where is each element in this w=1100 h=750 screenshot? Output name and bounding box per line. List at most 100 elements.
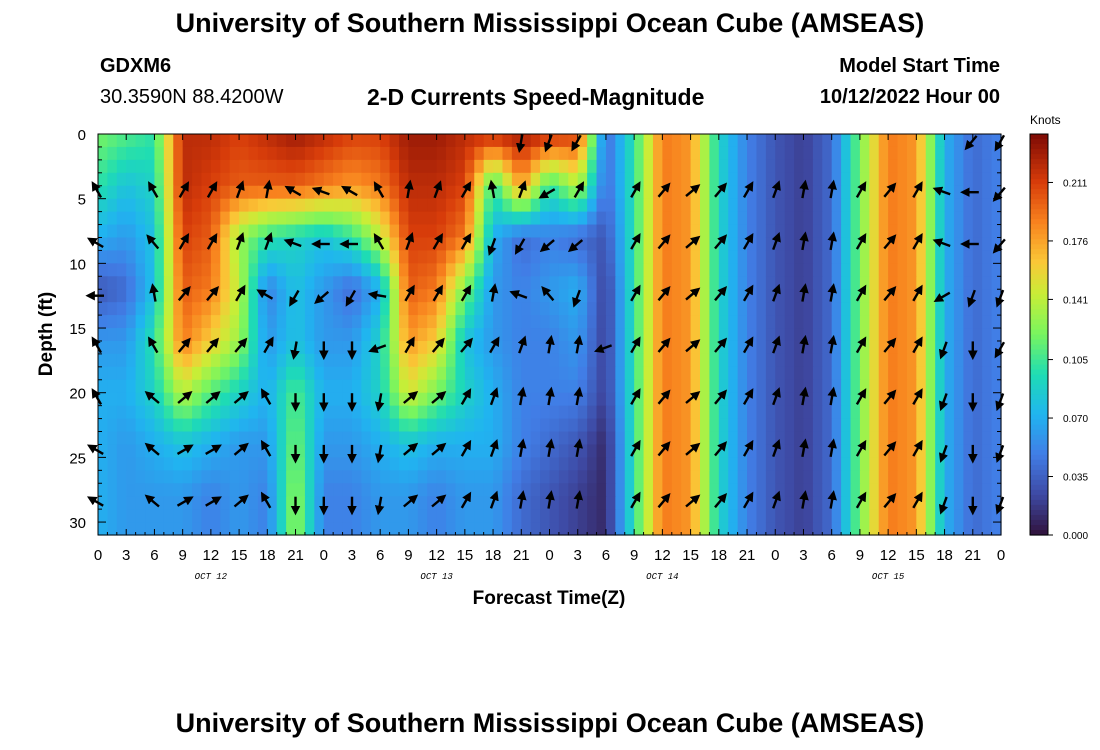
heatmap-cell <box>408 496 419 510</box>
heatmap-cell <box>991 509 1002 523</box>
heatmap-cell <box>596 159 607 174</box>
heatmap-cell <box>361 276 372 290</box>
heatmap-cell <box>126 418 137 433</box>
heatmap-cell <box>154 405 165 420</box>
heatmap-cell <box>502 172 513 187</box>
heatmap-cell <box>812 496 823 510</box>
heatmap-cell <box>417 483 428 497</box>
heatmap-cell <box>107 470 118 484</box>
heatmap-cell <box>728 483 739 497</box>
heatmap-cell <box>747 522 758 536</box>
heatmap-cell <box>953 276 964 290</box>
heatmap-cell <box>417 379 428 394</box>
heatmap-cell <box>587 224 598 239</box>
current-direction-arrow <box>630 439 641 457</box>
heatmap-cell <box>718 405 729 420</box>
heatmap-cell <box>399 353 410 368</box>
heatmap-cell <box>700 134 711 148</box>
heatmap-cell <box>916 366 927 381</box>
current-direction-arrow <box>489 490 499 509</box>
x-tick-label: 9 <box>404 547 412 564</box>
heatmap-cell <box>126 302 137 316</box>
heatmap-cell <box>794 134 805 148</box>
heatmap-cell <box>276 276 287 290</box>
heatmap-cell <box>925 509 936 523</box>
heatmap-cell <box>709 470 720 484</box>
heatmap-cell <box>822 276 833 290</box>
heatmap-cell <box>257 457 268 471</box>
heatmap-cell <box>916 496 927 510</box>
heatmap-cell <box>784 250 795 264</box>
heatmap-cell <box>605 392 616 407</box>
heatmap-cell <box>850 263 861 277</box>
heatmap-cell <box>229 379 240 394</box>
heatmap-cell <box>615 392 626 407</box>
station-coordinates: 30.3590N 88.4200W <box>100 86 284 108</box>
heatmap-cell <box>304 328 315 342</box>
heatmap-cell <box>728 289 739 303</box>
current-direction-arrow <box>630 336 641 354</box>
heatmap-cell <box>587 134 598 148</box>
heatmap-cell <box>257 250 268 264</box>
current-direction-arrow <box>460 232 472 250</box>
heatmap-cell <box>906 224 917 239</box>
heatmap-cell <box>173 224 184 239</box>
heatmap-cell <box>304 302 315 316</box>
heatmap-cell <box>897 496 908 510</box>
heatmap-cell <box>681 470 692 484</box>
heatmap-cell <box>304 134 315 148</box>
heatmap-cell <box>784 224 795 239</box>
heatmap-cell <box>652 302 663 316</box>
heatmap-cell <box>276 134 287 148</box>
heatmap-cell <box>333 146 344 161</box>
heatmap-cell <box>455 405 466 420</box>
heatmap-cell <box>662 353 673 368</box>
current-direction-arrow <box>567 239 584 253</box>
heatmap-cell <box>295 315 306 329</box>
heatmap-cell <box>784 328 795 342</box>
heatmap-cell <box>511 250 522 264</box>
heatmap-cell <box>342 522 353 536</box>
heatmap-cell <box>897 418 908 433</box>
heatmap-cell <box>662 483 673 497</box>
heatmap-cell <box>502 315 513 329</box>
heatmap-cell <box>107 224 118 239</box>
colorbar-segment <box>1030 509 1048 516</box>
heatmap-cell <box>257 353 268 368</box>
heatmap-cell <box>652 379 663 394</box>
heatmap-cell <box>652 392 663 407</box>
heatmap-cell <box>427 483 438 497</box>
heatmap-cell <box>370 328 381 342</box>
heatmap-cell <box>681 224 692 239</box>
current-direction-arrow <box>235 180 245 199</box>
heatmap-cell <box>220 470 231 484</box>
heatmap-cell <box>765 496 776 510</box>
heatmap-cell <box>351 211 362 226</box>
heatmap-cell <box>351 457 362 471</box>
current-direction-arrow <box>912 284 923 302</box>
heatmap-cell <box>474 263 485 277</box>
heatmap-cell <box>107 509 118 523</box>
heatmap-cell <box>248 340 259 355</box>
heatmap-cell <box>126 237 137 252</box>
heatmap-cell <box>605 353 616 368</box>
heatmap-cell <box>794 237 805 252</box>
heatmap-cell <box>116 237 127 252</box>
heatmap-cell <box>154 353 165 368</box>
heatmap-cell <box>417 315 428 329</box>
heatmap-cell <box>643 470 654 484</box>
heatmap-cell <box>464 457 475 471</box>
heatmap-cell <box>201 198 212 213</box>
heatmap-cell <box>361 405 372 420</box>
heatmap-cell <box>389 159 400 174</box>
heatmap-cell <box>314 224 325 239</box>
heatmap-cell <box>314 353 325 368</box>
heatmap-cell <box>351 340 362 355</box>
heatmap-cell <box>596 263 607 277</box>
heatmap-cell <box>812 302 823 316</box>
heatmap-cell <box>493 134 504 148</box>
heatmap-cell <box>333 198 344 213</box>
heatmap-cell <box>126 134 137 148</box>
heatmap-cell <box>737 328 748 342</box>
heatmap-cell <box>220 340 231 355</box>
